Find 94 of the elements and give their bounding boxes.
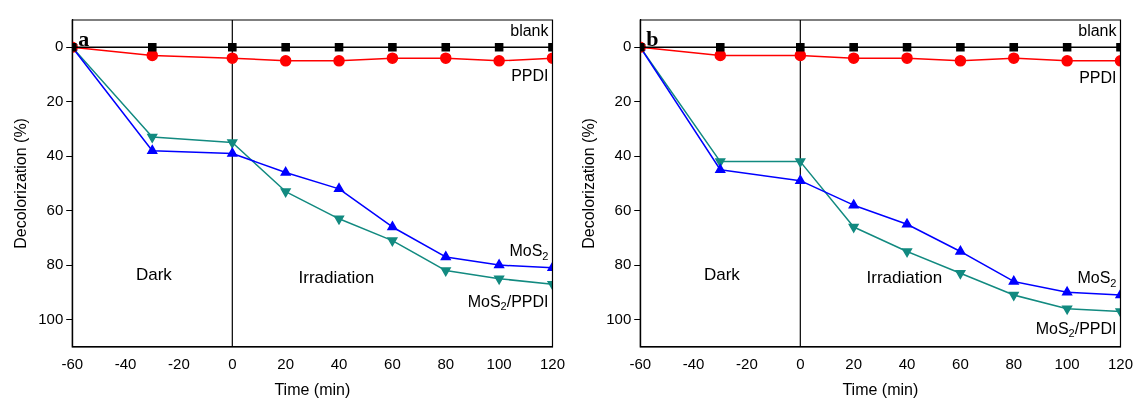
x-tick-label: 60 [952,354,969,372]
annotation: Irradiation [298,267,375,287]
point [227,139,238,149]
point [387,237,398,247]
point [228,42,237,52]
x-tick-label: 100 [486,354,512,372]
point [388,42,397,52]
y-tick-label: 60 [46,200,64,218]
y-tick-label: 40 [614,146,632,164]
point [227,147,238,157]
annotation: Dark [703,264,741,284]
y-tick-label: 20 [614,91,632,109]
point [387,221,398,231]
y-tick-label: 0 [54,37,64,55]
point [147,42,157,52]
x-tick-label: 40 [330,354,348,372]
x-axis-title: Time (min) [274,380,351,398]
x-tick-label: -60 [629,354,652,372]
point [440,267,451,277]
series-label: blank [510,21,550,39]
chart-title: b [646,25,659,51]
point [1062,42,1072,52]
series-label: PPDI [511,66,549,84]
x-tick-label: 80 [437,354,455,372]
point [494,275,505,285]
point [1061,55,1073,67]
x-tick-label: 120 [539,354,565,372]
point [147,133,158,143]
point [1008,291,1019,301]
series-label: blank [1078,21,1118,39]
point [849,42,858,52]
y-tick-label: 20 [46,91,64,109]
x-tick-label: 20 [845,354,863,372]
point [333,55,345,67]
y-tick-label: 80 [46,255,64,273]
point [333,215,345,225]
point [902,42,912,52]
x-axis-title: Time (min) [842,380,919,398]
x-tick-label: -60 [61,354,84,372]
point [901,218,913,228]
point [955,270,966,280]
point [1008,52,1020,64]
x-tick-label: -40 [114,354,137,372]
point [334,42,344,52]
y-tick-label: 100 [38,309,64,327]
point [493,55,505,67]
point [847,52,860,64]
point [280,188,291,198]
annotation: Dark [135,264,173,284]
point [279,55,292,67]
point [386,52,399,64]
point [147,144,158,154]
point [954,55,967,67]
point [1009,42,1019,52]
point [280,166,291,176]
y-tick-label: 0 [622,37,632,55]
point [715,164,726,174]
annotation: Irradiation [866,267,943,287]
point [901,248,913,258]
y-axis-title: Decolorization (%) [580,118,598,249]
point [494,42,504,52]
point [795,158,806,168]
x-tick-label: 0 [228,354,237,372]
x-tick-label: -20 [736,354,758,372]
point [1062,305,1073,315]
x-tick-label: 100 [1054,354,1080,372]
x-tick-label: 60 [384,354,401,372]
y-tick-label: 100 [606,309,632,327]
point [796,42,805,52]
point [440,52,452,64]
point [333,183,345,193]
x-tick-label: 120 [1107,354,1133,372]
point [440,251,451,261]
point [848,223,859,233]
x-tick-label: 20 [277,354,295,372]
x-tick-label: -40 [682,354,705,372]
y-tick-label: 80 [614,255,632,273]
point [848,199,859,209]
y-tick-label: 40 [46,146,64,164]
x-tick-label: 40 [898,354,916,372]
chart-title: a [78,25,90,51]
x-tick-label: 80 [1005,354,1023,372]
y-tick-label: 60 [614,200,632,218]
point [441,42,451,52]
point [226,52,239,64]
x-tick-label: 0 [796,354,805,372]
x-tick-label: -20 [168,354,190,372]
point [715,42,725,52]
series-label: PPDI [1079,69,1117,87]
point [494,259,505,269]
y-axis-title: Decolorization (%) [12,118,30,249]
point [281,42,290,52]
point [901,52,913,64]
point [956,42,965,52]
